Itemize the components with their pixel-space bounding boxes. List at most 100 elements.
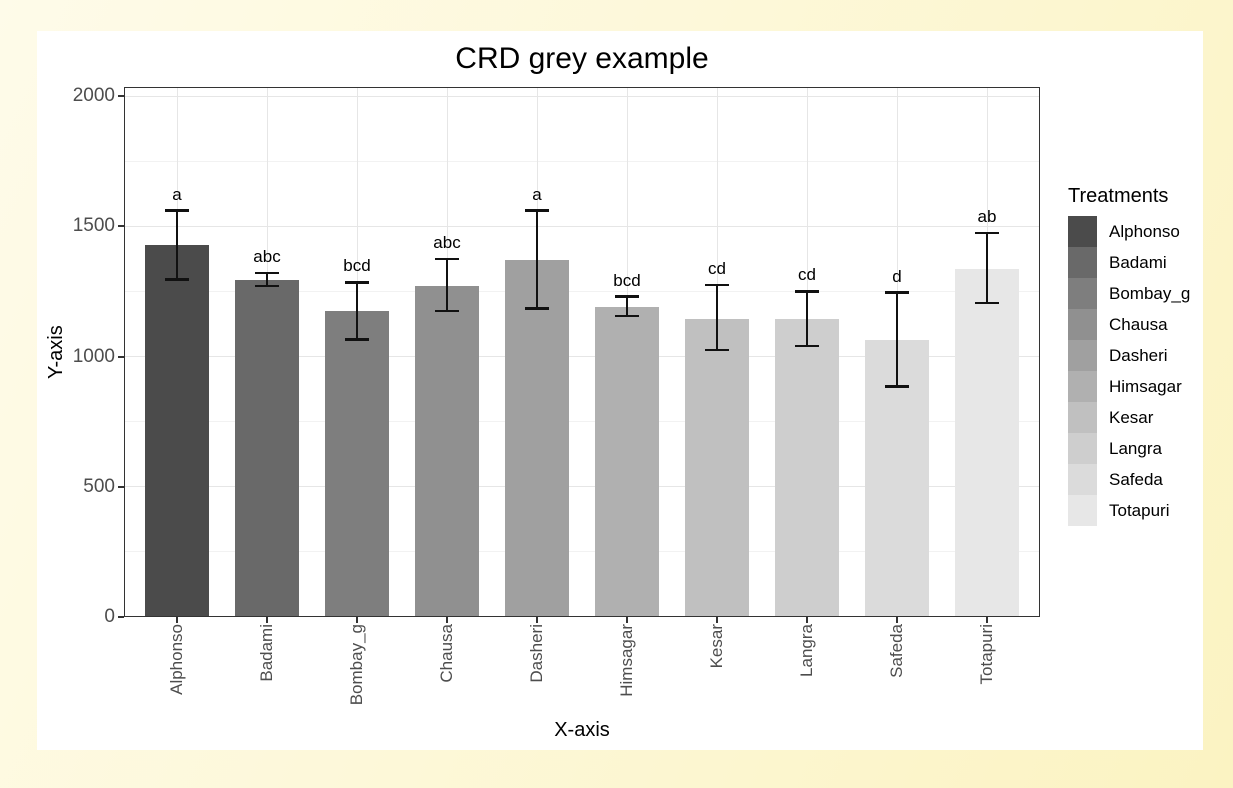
legend-swatch-bombay_g [1068, 278, 1097, 309]
legend-swatch-dasheri [1068, 340, 1097, 371]
legend-item: Langra [1068, 433, 1190, 464]
sig-letter: cd [798, 265, 816, 285]
error-bar-cap-bottom [435, 309, 459, 313]
gridline-major-h [124, 225, 1040, 227]
bar-chausa [415, 286, 479, 617]
error-bar-cap-top [255, 271, 279, 275]
error-bar-cap-top [615, 295, 639, 298]
legend-item: Safeda [1068, 464, 1190, 495]
gridline-major-h [124, 486, 1040, 488]
legend-swatch-safeda [1068, 464, 1097, 495]
error-bar-cap-bottom [975, 301, 999, 305]
legend-title: Treatments [1068, 185, 1169, 207]
legend-label: Alphonso [1109, 221, 1180, 241]
error-bar-cap-bottom [165, 278, 189, 281]
legend-label: Totapuri [1109, 500, 1170, 520]
x-tick-label: Badami [257, 624, 276, 682]
y-tick-mark [118, 485, 124, 488]
gridline-minor-h [124, 551, 1040, 553]
error-bar-line [895, 292, 899, 387]
error-bar-line [805, 291, 809, 347]
bar-kesar [685, 318, 749, 617]
error-bar-cap-bottom [345, 338, 369, 341]
x-tick-mark [176, 617, 178, 623]
sig-letter: d [892, 266, 902, 286]
legend-item: Bombay_g [1068, 278, 1190, 309]
x-tick-mark [356, 617, 358, 623]
sig-letter: bcd [343, 256, 371, 276]
legend-label: Chausa [1109, 314, 1168, 334]
legend-label: Safeda [1109, 469, 1163, 489]
legend-item: Kesar [1068, 402, 1190, 433]
error-bar-line [535, 210, 539, 309]
gridline-major-h [124, 356, 1040, 358]
x-axis-title: X-axis [554, 719, 610, 741]
legend-item: Alphonso [1068, 216, 1190, 247]
legend-label: Himsagar [1109, 376, 1182, 396]
legend-swatch-alphonso [1068, 216, 1097, 247]
y-tick-label: 1500 [72, 215, 115, 237]
gridline-minor-h [124, 160, 1040, 162]
error-bar-line [175, 210, 179, 280]
bar-alphonso [145, 244, 209, 617]
error-bar-cap-bottom [795, 344, 819, 348]
sig-letter: ab [977, 206, 997, 226]
plot-panel: a abc bcd abc a bcd cd cd d ab [124, 87, 1040, 617]
gridline-major-h [124, 95, 1040, 97]
x-tick-mark [626, 617, 628, 623]
y-tick-mark [118, 95, 124, 98]
error-bar-cap-top [795, 290, 819, 293]
y-axis-title: Y-axis [45, 325, 67, 379]
x-tick-label: Totapuri [977, 624, 996, 685]
x-tick-label: Kesar [707, 624, 726, 669]
legend-item: Himsagar [1068, 371, 1190, 402]
x-tick-label: Safeda [887, 624, 906, 678]
bar-langra [775, 319, 839, 617]
x-tick-label: Chausa [437, 624, 456, 683]
chart-title: CRD grey example [455, 42, 709, 75]
x-tick-mark [536, 617, 538, 623]
error-bar-cap-top [345, 281, 369, 284]
legend-label: Kesar [1109, 407, 1154, 427]
legend-swatch-badami [1068, 247, 1097, 278]
error-bar-cap-top [525, 209, 549, 212]
legend-item: Totapuri [1068, 495, 1190, 526]
legend-swatch-chausa [1068, 309, 1097, 340]
y-tick-mark [118, 616, 124, 618]
legend-items: Alphonso Badami Bombay_g Chausa Dasheri Himsa… [1068, 216, 1190, 526]
x-tick-label: Langra [797, 624, 816, 677]
legend-label: Dasheri [1109, 345, 1168, 365]
error-bar-line [985, 232, 989, 304]
error-bar-cap-top [165, 209, 189, 212]
legend-swatch-kesar [1068, 402, 1097, 433]
gridline-minor-h [124, 290, 1040, 292]
x-tick-mark [716, 617, 718, 623]
legend-swatch-himsagar [1068, 371, 1097, 402]
legend-label: Badami [1109, 252, 1167, 272]
bar-dasheri [505, 260, 569, 617]
y-tick-label: 2000 [72, 85, 115, 107]
error-bar-cap-bottom [255, 284, 279, 288]
error-bar-line [355, 282, 359, 340]
error-bar-cap-bottom [885, 385, 909, 388]
error-bar-cap-bottom [705, 348, 729, 352]
gridline-minor-h [124, 421, 1040, 423]
sig-letter: bcd [613, 270, 641, 290]
sig-letter: cd [708, 258, 726, 278]
error-bar-line [715, 284, 719, 351]
error-bar-cap-top [975, 231, 999, 235]
x-tick-mark [806, 617, 808, 623]
bar-bombay_g [325, 310, 389, 617]
x-tick-mark [266, 617, 268, 623]
legend-label: Bombay_g [1109, 283, 1191, 303]
error-bar-cap-top [705, 283, 729, 287]
x-tick-mark [986, 617, 988, 623]
error-bar-cap-bottom [615, 314, 639, 318]
x-tick-mark [446, 617, 448, 623]
x-tick-label: Himsagar [617, 624, 636, 697]
legend-label: Langra [1109, 438, 1162, 458]
y-tick-mark [118, 355, 124, 358]
y-tick-label: 0 [104, 606, 115, 627]
sig-letter: abc [433, 232, 461, 252]
